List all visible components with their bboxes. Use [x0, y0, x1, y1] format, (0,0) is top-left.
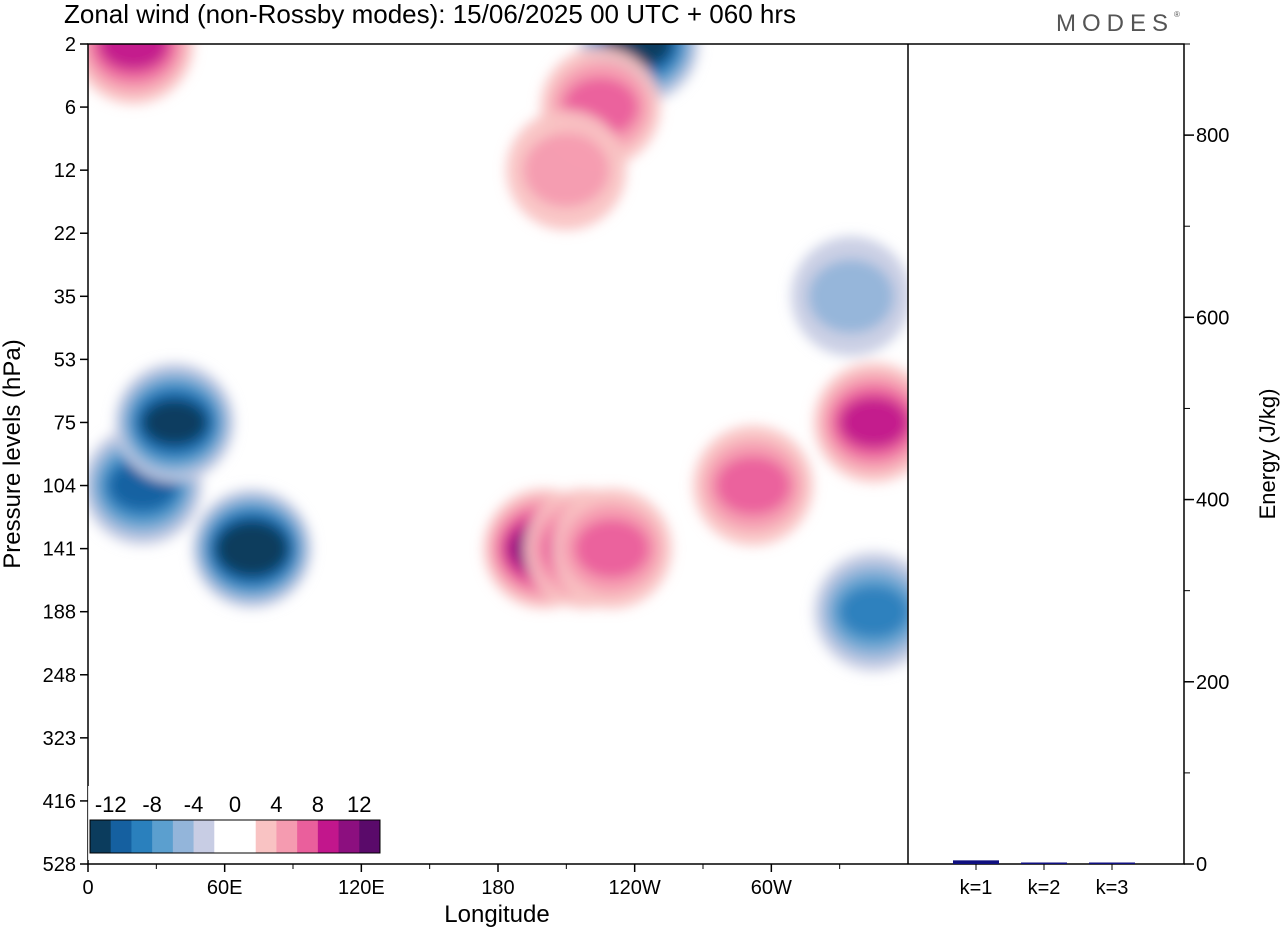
x-tick-label: 60W — [751, 877, 792, 899]
colorbar-tick-label: 12 — [347, 792, 371, 817]
heatmap-feature-6-shell-3 — [715, 456, 791, 515]
energy-tick-label: 200 — [1196, 672, 1229, 694]
y-tick-label: 323 — [43, 728, 76, 750]
y-tick-label: 22 — [54, 223, 76, 245]
y-tick-label: 528 — [43, 854, 76, 876]
y-tick-label: 416 — [43, 791, 76, 813]
x-tick-label: 60E — [207, 877, 243, 899]
heatmap-feature-5-shell-3 — [574, 519, 650, 578]
y-tick-label: 75 — [54, 412, 76, 434]
x-tick-label: 180 — [481, 877, 514, 899]
y-tick-label: 248 — [43, 665, 76, 687]
y-tick-label: 141 — [43, 539, 76, 561]
colorbar-swatch — [235, 820, 257, 853]
colorbar-swatch — [276, 820, 298, 853]
heatmap-feature-10-shell-4 — [839, 586, 908, 638]
energy-bar-k=3 — [1089, 862, 1135, 864]
colorbar-swatch — [193, 820, 215, 853]
colorbar-swatch — [214, 820, 236, 853]
y-tick-label: 188 — [43, 602, 76, 624]
colorbar-swatch — [297, 820, 319, 853]
colorbar-swatch — [359, 820, 381, 853]
energy-tick-label: 800 — [1196, 125, 1229, 147]
colorbar-tick-label: -8 — [142, 792, 162, 817]
heatmap-field — [88, 44, 908, 672]
brand-logo: MODES® — [1056, 10, 1180, 37]
y-tick-label: 2 — [65, 34, 76, 56]
colorbar-swatch — [338, 820, 360, 853]
bar-category-label: k=2 — [1028, 877, 1061, 899]
colorbar-swatch — [255, 820, 277, 853]
colorbar-swatch — [110, 820, 132, 853]
energy-axis-label: Energy (J/kg) — [1255, 389, 1280, 520]
colorbar-swatch — [90, 820, 112, 853]
colorbar-tick-label: 8 — [312, 792, 324, 817]
heatmap-blobs — [88, 44, 908, 672]
colorbar-tick-label: 4 — [270, 792, 282, 817]
colorbar-swatch — [317, 820, 340, 853]
energy-tick-label: 400 — [1196, 490, 1229, 512]
colorbar-tick-label: -12 — [95, 792, 127, 817]
energy-tick-label: 0 — [1196, 854, 1207, 876]
colorbar-swatch — [152, 820, 174, 853]
y-tick-label: 104 — [43, 476, 76, 498]
colorbar-swatch — [172, 820, 195, 853]
heatmap-feature-9-shell-4 — [99, 44, 169, 70]
y-axis-label: Pressure levels (hPa) — [0, 339, 26, 568]
y-tick-label: 12 — [54, 160, 76, 182]
heatmap-feature-2-shell-6 — [142, 400, 207, 445]
x-tick-label: 0 — [82, 877, 93, 899]
y-tick-label: 53 — [54, 349, 76, 371]
energy-bar-k=1 — [953, 860, 999, 864]
heatmap-feature-12-shell-2 — [523, 133, 610, 208]
bar-category-label: k=3 — [1096, 877, 1129, 899]
colorbar-tick-label: -4 — [184, 792, 204, 817]
x-tick-label: 120E — [338, 877, 385, 899]
plot-frame — [87, 43, 1185, 865]
heatmap-feature-7-shell-4 — [839, 396, 908, 448]
chart-title: Zonal wind (non-Rossby modes): 15/06/202… — [64, 0, 796, 29]
x-tick-label: 120W — [609, 877, 661, 899]
heatmap-feature-13-shell-2 — [808, 259, 895, 334]
y-tick-label: 6 — [65, 97, 76, 119]
bar-category-label: k=1 — [960, 877, 993, 899]
energy-tick-label: 600 — [1196, 307, 1229, 329]
colorbar-frame — [89, 819, 381, 854]
colorbar-swatch — [131, 820, 153, 853]
heatmap-feature-0-shell-7 — [221, 528, 283, 570]
x-axis-label: Longitude — [444, 901, 549, 928]
energy-bar-k=2 — [1021, 862, 1067, 864]
colorbar-tick-label: 0 — [229, 792, 241, 817]
y-tick-label: 35 — [54, 286, 76, 308]
